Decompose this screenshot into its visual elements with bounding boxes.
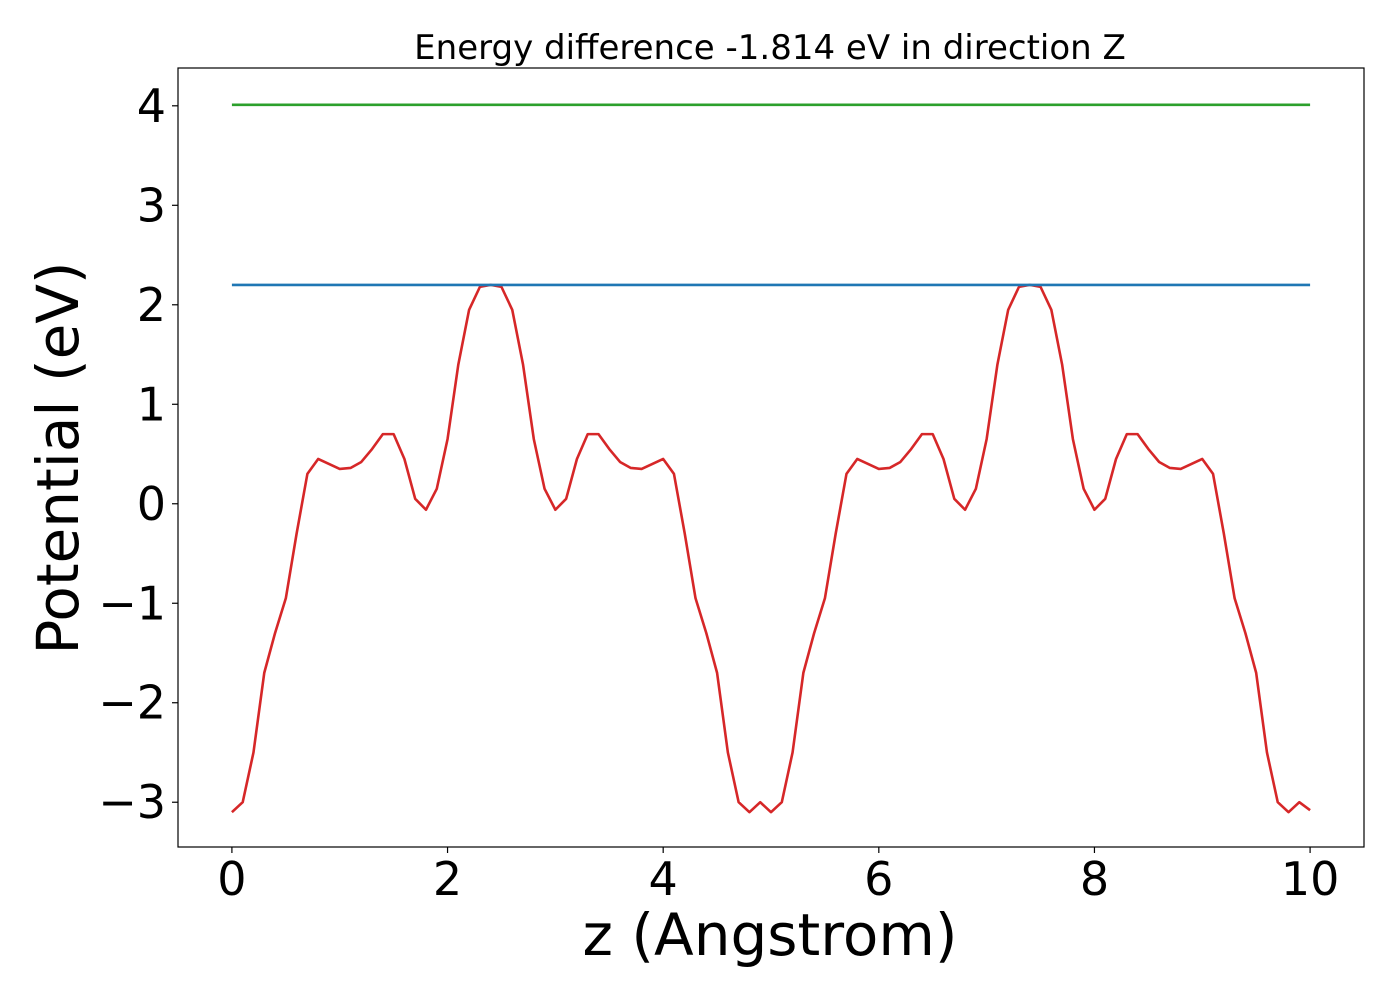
y-tick-label-6: 3 (137, 178, 166, 232)
y-tick-label-4: 1 (137, 377, 166, 431)
x-tick-label-4: 8 (1080, 852, 1109, 906)
x-tick-label-2: 4 (649, 852, 678, 906)
plot-area-frame (177, 67, 1365, 848)
y-axis: −3 −2 −1 0 1 2 3 4 (98, 79, 178, 829)
y-tick-label-3: 0 (137, 477, 166, 531)
x-tick-label-3: 6 (864, 852, 893, 906)
y-tick-label-2: −1 (98, 576, 166, 630)
series-line-0 (231, 283, 1311, 814)
x-tick-label-5: 10 (1281, 852, 1340, 906)
x-tick-label-0: 0 (217, 852, 246, 906)
y-tick-label-0: −3 (98, 775, 166, 829)
y-tick-label-5: 2 (137, 278, 166, 332)
y-tick-label-7: 4 (137, 79, 166, 133)
series-layer (231, 103, 1311, 814)
y-axis-title: Potential (eV) (24, 261, 92, 654)
y-tick-label-1: −2 (98, 676, 166, 730)
x-axis-title: z (Angstrom) (583, 901, 958, 969)
chart-title: Energy difference -1.814 eV in direction… (414, 28, 1126, 68)
x-axis: 0 2 4 6 8 10 (217, 847, 1339, 906)
x-tick-label-1: 2 (433, 852, 462, 906)
